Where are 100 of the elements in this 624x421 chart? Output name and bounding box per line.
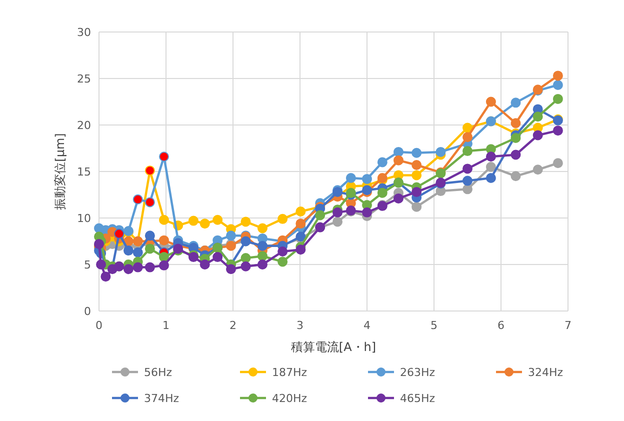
y-tick-label: 10 (77, 212, 91, 225)
point (552, 70, 563, 81)
y-tick-label: 25 (77, 72, 91, 86)
point (257, 260, 268, 270)
y-tick-label: 30 (77, 26, 91, 39)
point (462, 176, 472, 186)
legend-label: 374Hz (144, 392, 180, 405)
point (278, 246, 288, 256)
point (332, 207, 343, 218)
point (200, 260, 210, 270)
point (486, 152, 496, 162)
point (552, 80, 563, 90)
point (510, 118, 521, 128)
point (412, 202, 422, 212)
y-tick-label: 15 (77, 166, 91, 178)
point (362, 207, 372, 218)
point (393, 193, 404, 204)
point (132, 262, 143, 272)
point (552, 126, 563, 136)
point (158, 235, 169, 246)
point (296, 206, 306, 216)
x-tick-label: 6 (498, 319, 504, 332)
legend-label: 56Hz (144, 366, 172, 379)
point (144, 262, 155, 272)
point (552, 158, 563, 168)
point (144, 166, 155, 176)
point (486, 96, 496, 107)
point (362, 174, 372, 184)
point (226, 230, 236, 241)
point (332, 216, 343, 227)
point (158, 214, 169, 225)
point (296, 218, 306, 229)
point (377, 188, 388, 198)
point (96, 260, 106, 270)
point (462, 146, 472, 156)
point (212, 214, 223, 225)
point (123, 246, 134, 256)
point (462, 122, 472, 133)
point (412, 186, 422, 197)
point (412, 170, 422, 180)
point (510, 150, 521, 160)
point (462, 184, 472, 194)
point (100, 272, 111, 282)
point (200, 218, 210, 229)
y-tick-label: 0 (84, 305, 91, 318)
point (132, 194, 143, 204)
point (486, 173, 496, 184)
point (212, 252, 223, 262)
point (510, 98, 521, 108)
point (462, 132, 472, 142)
point (393, 155, 404, 166)
point (462, 164, 472, 174)
point (510, 133, 521, 144)
legend-label: 263Hz (400, 366, 436, 379)
x-tick-label: 2 (230, 319, 236, 332)
point (296, 244, 306, 255)
point (240, 261, 251, 272)
point (158, 260, 169, 270)
point (278, 214, 288, 224)
point (123, 264, 134, 274)
x-axis-title: 積算電流[A・h] (290, 340, 376, 354)
point (393, 146, 404, 157)
legend-label: 324Hz (528, 366, 564, 379)
point (158, 252, 169, 262)
point (486, 162, 496, 172)
point (510, 171, 521, 182)
y-tick-label: 5 (84, 258, 91, 272)
point (257, 223, 268, 234)
point (226, 264, 236, 274)
x-tick-label: 7 (564, 319, 572, 332)
y-tick-label: 20 (77, 119, 91, 132)
x-tick-label: 1 (162, 319, 170, 332)
point (346, 173, 356, 184)
legend-label: 420Hz (272, 392, 308, 405)
point (257, 251, 268, 262)
point (315, 210, 326, 220)
point (114, 228, 124, 239)
x-tick-label: 0 (96, 319, 102, 332)
point (158, 152, 169, 162)
point (144, 230, 155, 241)
point (240, 216, 251, 227)
point (188, 216, 198, 226)
point (436, 146, 446, 157)
legend-label: 465Hz (400, 392, 436, 405)
legend-label: 187Hz (272, 366, 308, 379)
point (377, 157, 388, 168)
point (144, 244, 155, 254)
point (278, 256, 288, 267)
x-tick-label: 3 (296, 319, 304, 332)
point (552, 94, 563, 104)
y-axis-title: 振動変位[μm] (53, 133, 67, 210)
point (144, 197, 155, 208)
point (532, 130, 543, 140)
point (412, 160, 422, 170)
point (532, 164, 543, 175)
point (532, 112, 543, 122)
x-tick-label: 4 (364, 319, 370, 332)
point (240, 252, 251, 263)
point (412, 148, 422, 158)
x-tick-label: 5 (430, 319, 438, 332)
